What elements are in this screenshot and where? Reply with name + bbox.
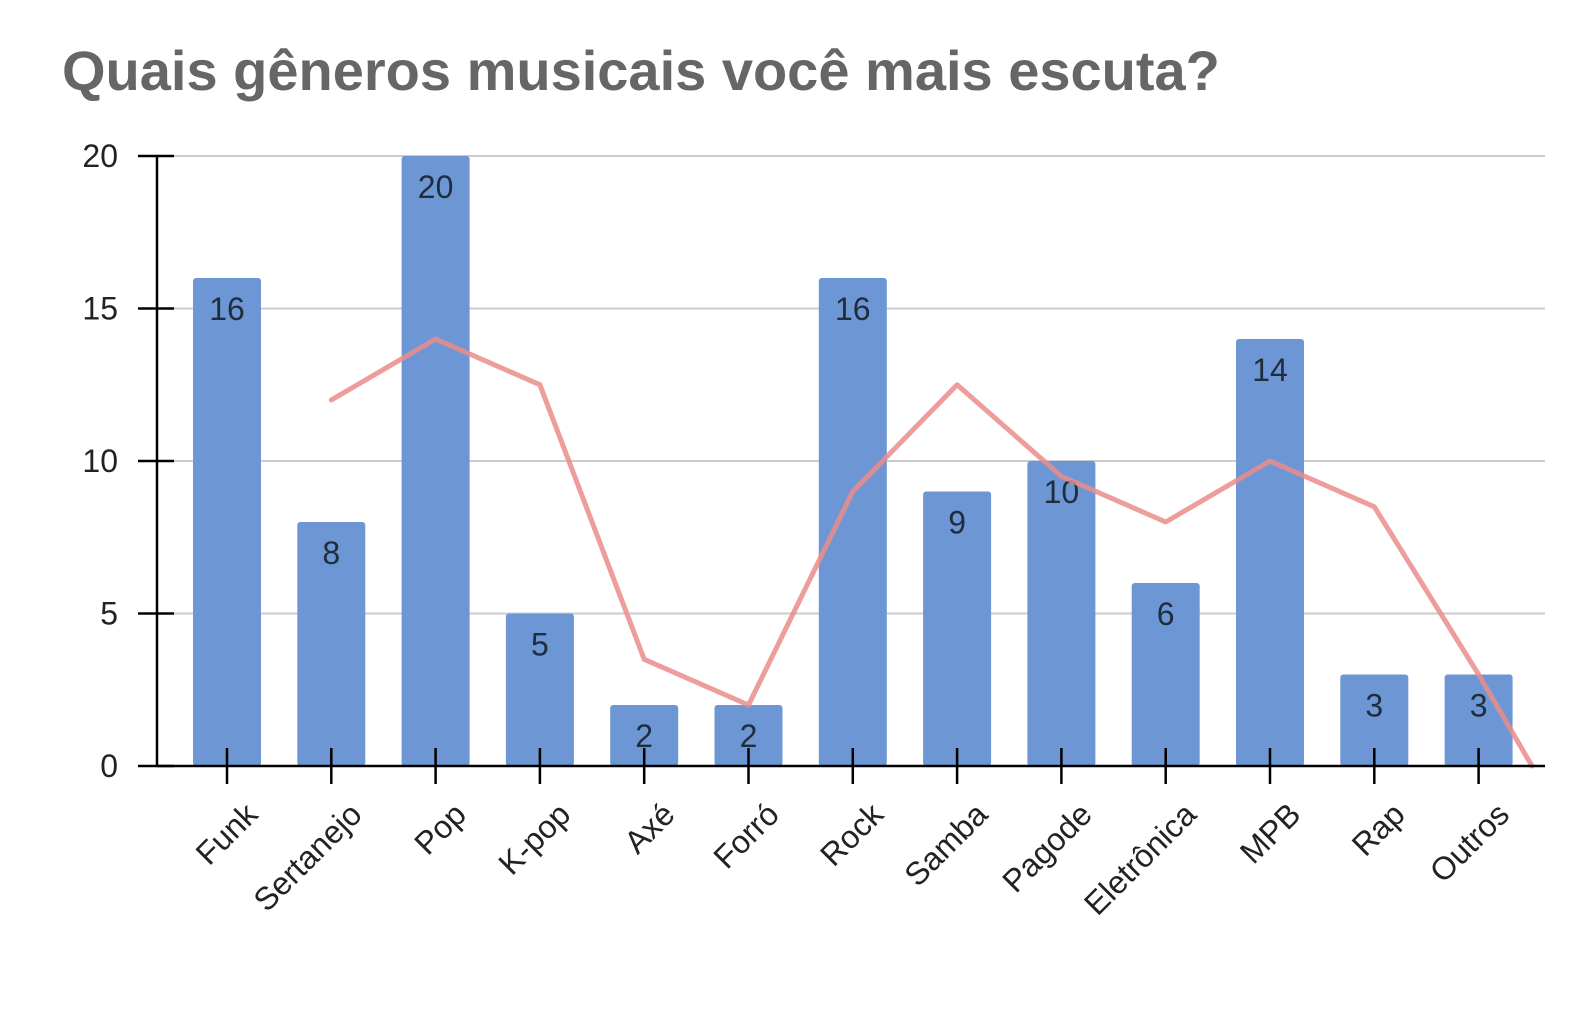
x-tick-label: MPB [1233,796,1307,870]
y-tick-label: 20 [82,138,118,174]
bar-data-label: 20 [418,169,454,205]
x-tick-label: Pop [407,796,473,862]
bar-forró [714,705,783,766]
x-tick-label: Outros [1423,796,1516,889]
bar-k-pop [505,613,574,766]
bar-funk [193,278,261,766]
y-tick-label: 15 [82,291,118,327]
axes [138,154,1545,784]
bar-pop [401,156,470,766]
bar-outros [1444,674,1513,766]
x-tick-label: Sertanejo [246,796,368,918]
x-tick-label: Samba [897,796,994,893]
bar-mpb [1236,339,1304,766]
bar-axé [610,705,679,766]
x-tick-label: Rap [1345,796,1412,863]
y-tick-label: 0 [100,748,118,784]
x-tick-label: Pagode [995,796,1098,899]
y-tick-label: 10 [82,443,118,479]
bar-data-label: 2 [635,718,653,754]
bar-pagode [1027,461,1096,766]
bar-data-label: 16 [209,291,245,327]
bar-data-label: 3 [1365,688,1383,724]
bar-data-label: 9 [948,505,966,541]
y-tick-labels: 0 5 10 15 20 [82,138,118,784]
x-tick-label: K-pop [491,796,577,882]
bar-data-label: 5 [531,627,549,663]
bar-data-label: 14 [1252,352,1288,388]
bar-eletrônica [1131,583,1200,766]
x-tick-label: Forró [706,796,786,876]
bar-samba [923,491,992,766]
trendline [328,336,1535,769]
bar-rock [818,278,887,766]
bar-data-label: 8 [322,535,340,571]
bar-data-label: 6 [1157,596,1175,632]
x-tick-label: Axé [617,796,681,860]
x-tick-label: Funk [189,795,265,871]
bar-data-label: 2 [740,718,758,754]
bar-sertanejo [297,522,366,766]
chart-title: Quais gêneros musicais você mais escuta? [62,39,1220,102]
bar-data-label: 3 [1470,688,1488,724]
bar-rap [1340,674,1409,766]
y-tick-label: 5 [100,596,118,632]
x-tick-label: Eletrônica [1077,796,1203,922]
bar-data-label: 16 [835,291,871,327]
trendline-layer [328,336,1535,769]
bars [193,156,1513,766]
x-tick-label: Rock [813,795,891,873]
